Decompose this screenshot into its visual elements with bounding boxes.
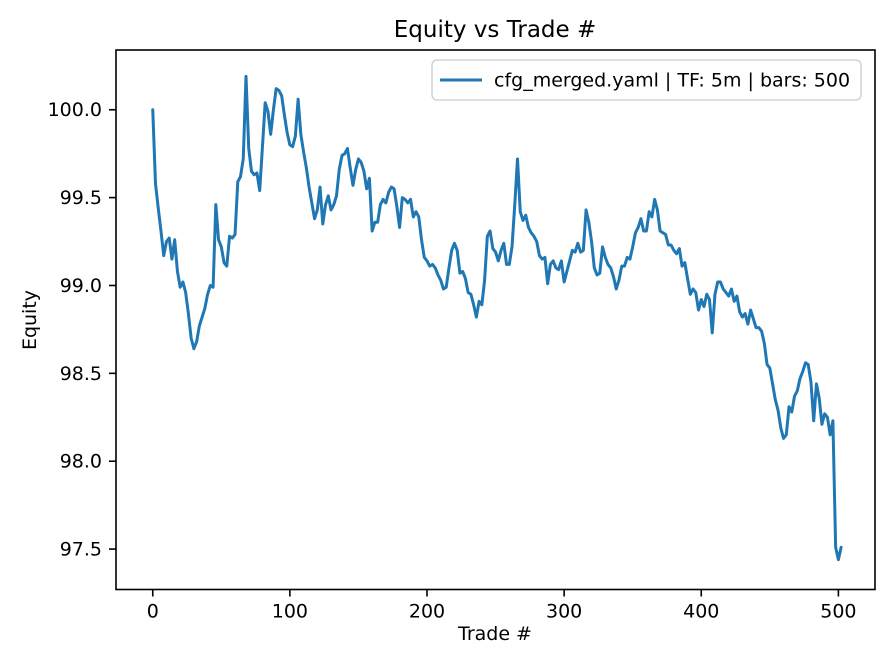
x-tick-label: 500 — [820, 601, 856, 623]
legend-label: cfg_merged.yaml | TF: 5m | bars: 500 — [494, 70, 850, 92]
y-tick-label: 99.0 — [60, 275, 102, 297]
y-tick-label: 99.5 — [60, 187, 102, 209]
plot-frame — [115, 49, 876, 591]
x-axis-ticks: 0 100 200 300 400 500 — [147, 589, 857, 623]
y-tick-label: 98.5 — [60, 363, 102, 385]
legend-box — [431, 59, 862, 101]
x-axis-label: Trade # — [457, 623, 532, 645]
y-tick-label: 100.0 — [48, 99, 102, 121]
y-axis-ticks: 97.5 98.0 98.5 99.0 99.5 100.0 — [48, 99, 116, 561]
plot-background — [116, 50, 875, 590]
chart-title: Equity vs Trade # — [394, 17, 597, 43]
x-tick-label: 0 — [147, 601, 159, 623]
legend: cfg_merged.yaml | TF: 5m | bars: 500 — [431, 59, 862, 101]
equity-line-series — [151, 74, 843, 562]
x-tick-label: 200 — [409, 601, 445, 623]
y-tick-label: 98.0 — [60, 451, 102, 473]
x-tick-label: 100 — [272, 601, 308, 623]
y-axis-label: Equity — [19, 290, 41, 350]
y-tick-label: 97.5 — [60, 539, 102, 561]
x-tick-label: 400 — [683, 601, 719, 623]
x-tick-label: 300 — [546, 601, 582, 623]
